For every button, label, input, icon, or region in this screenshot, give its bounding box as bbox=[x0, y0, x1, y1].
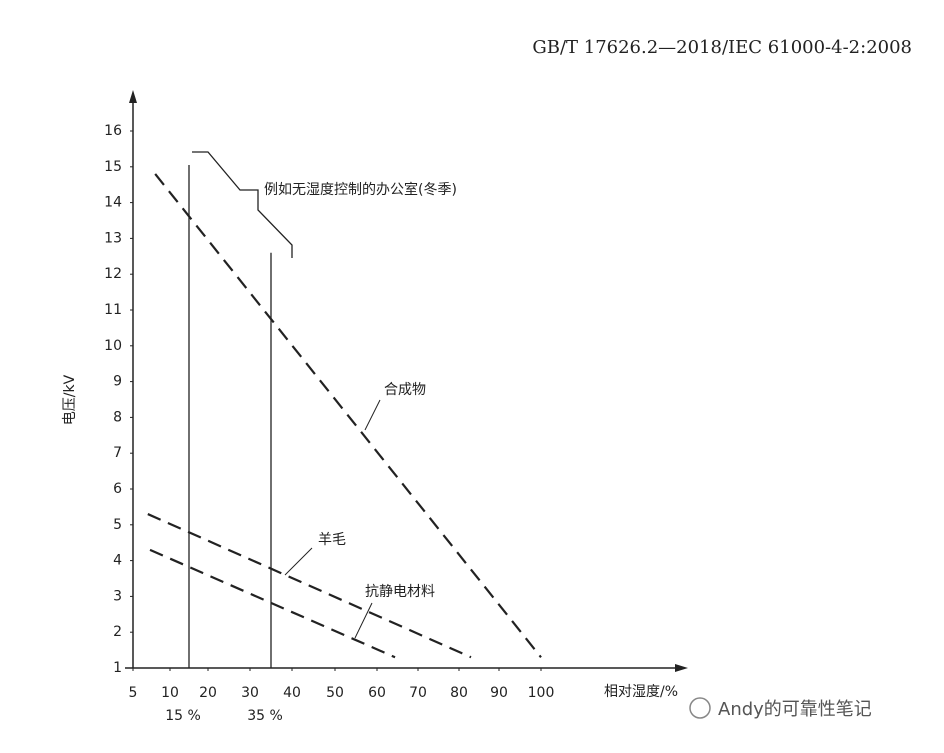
series-line bbox=[149, 548, 396, 659]
series-label: 合成物 bbox=[384, 382, 426, 398]
y-tick-label: 3 bbox=[113, 588, 122, 604]
y-tick-label: 1 bbox=[113, 660, 122, 676]
y-tick-label: 6 bbox=[113, 481, 122, 497]
leader-line bbox=[364, 399, 381, 431]
x-tick-label: 40 bbox=[283, 685, 301, 701]
y-axis-label: 电压/kV bbox=[62, 374, 78, 425]
x-tick-label: 10 bbox=[161, 685, 179, 701]
annotation-bracket bbox=[192, 151, 293, 258]
watermark-icon bbox=[689, 697, 711, 719]
header: GB/T 17626.2—2018/IEC 61000-4-2:2008 bbox=[532, 37, 912, 58]
y-tick-label: 11 bbox=[104, 302, 122, 318]
y-tick-label: 10 bbox=[104, 338, 122, 354]
leader-line bbox=[354, 602, 373, 639]
y-tick-label: 13 bbox=[104, 230, 122, 246]
y-tick-label: 8 bbox=[113, 409, 122, 425]
x-tick-label: 20 bbox=[199, 685, 217, 701]
x-arrow bbox=[675, 664, 688, 672]
x-axis-label: 相对湿度/% bbox=[604, 684, 678, 700]
x-tick-label: 80 bbox=[450, 685, 468, 701]
y-tick-label: 4 bbox=[113, 553, 122, 569]
x-tick-label: 50 bbox=[326, 685, 344, 701]
y-tick-label: 15 bbox=[104, 159, 122, 175]
x-tick-label: 90 bbox=[490, 685, 508, 701]
reference-label: 35 % bbox=[247, 708, 283, 724]
reference-label: 15 % bbox=[165, 708, 201, 724]
series-label: 羊毛 bbox=[318, 532, 346, 548]
leader-line bbox=[284, 547, 313, 576]
y-tick-label: 16 bbox=[104, 123, 122, 139]
watermark: Andy的可靠性笔记 bbox=[718, 699, 872, 720]
series-line bbox=[147, 513, 472, 659]
y-tick-label: 14 bbox=[104, 195, 122, 211]
y-tick-label: 12 bbox=[104, 266, 122, 282]
y-arrow bbox=[129, 90, 137, 103]
x-tick-label: 5 bbox=[129, 685, 138, 701]
y-tick-label: 2 bbox=[113, 624, 122, 640]
x-tick-label: 70 bbox=[409, 685, 427, 701]
y-tick-label: 9 bbox=[113, 374, 122, 390]
x-tick-label: 60 bbox=[368, 685, 386, 701]
series-line bbox=[154, 173, 542, 658]
x-tick-label: 30 bbox=[241, 685, 259, 701]
y-tick-label: 5 bbox=[113, 517, 122, 533]
annotation: 例如无湿度控制的办公室(冬季) bbox=[264, 181, 457, 198]
y-tick-label: 7 bbox=[113, 445, 122, 461]
x-tick-label: 100 bbox=[528, 685, 555, 701]
series-label: 抗静电材料 bbox=[365, 584, 435, 600]
